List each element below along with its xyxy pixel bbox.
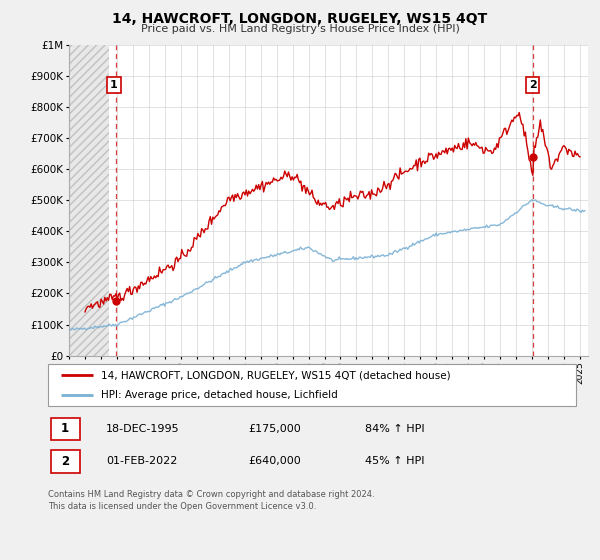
Text: 2: 2 bbox=[529, 80, 536, 90]
Text: 1: 1 bbox=[110, 80, 118, 90]
Text: £640,000: £640,000 bbox=[248, 456, 301, 466]
FancyBboxPatch shape bbox=[48, 364, 576, 406]
Text: HPI: Average price, detached house, Lichfield: HPI: Average price, detached house, Lich… bbox=[101, 390, 338, 400]
Text: Contains HM Land Registry data © Crown copyright and database right 2024.
This d: Contains HM Land Registry data © Crown c… bbox=[48, 490, 374, 511]
Text: 45% ↑ HPI: 45% ↑ HPI bbox=[365, 456, 424, 466]
FancyBboxPatch shape bbox=[50, 450, 80, 473]
Text: 01-FEB-2022: 01-FEB-2022 bbox=[106, 456, 178, 466]
Text: £175,000: £175,000 bbox=[248, 424, 301, 434]
Text: 84% ↑ HPI: 84% ↑ HPI bbox=[365, 424, 424, 434]
Text: Price paid vs. HM Land Registry's House Price Index (HPI): Price paid vs. HM Land Registry's House … bbox=[140, 24, 460, 34]
Bar bbox=[69, 45, 109, 356]
FancyBboxPatch shape bbox=[50, 418, 80, 440]
Text: 1: 1 bbox=[61, 422, 69, 436]
Text: 2: 2 bbox=[61, 455, 69, 468]
Text: 14, HAWCROFT, LONGDON, RUGELEY, WS15 4QT (detached house): 14, HAWCROFT, LONGDON, RUGELEY, WS15 4QT… bbox=[101, 370, 451, 380]
Text: 14, HAWCROFT, LONGDON, RUGELEY, WS15 4QT: 14, HAWCROFT, LONGDON, RUGELEY, WS15 4QT bbox=[112, 12, 488, 26]
Text: 18-DEC-1995: 18-DEC-1995 bbox=[106, 424, 180, 434]
